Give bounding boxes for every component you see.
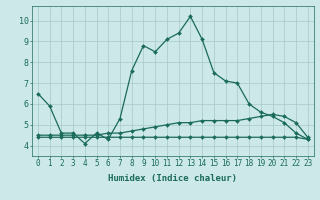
X-axis label: Humidex (Indice chaleur): Humidex (Indice chaleur) [108, 174, 237, 183]
